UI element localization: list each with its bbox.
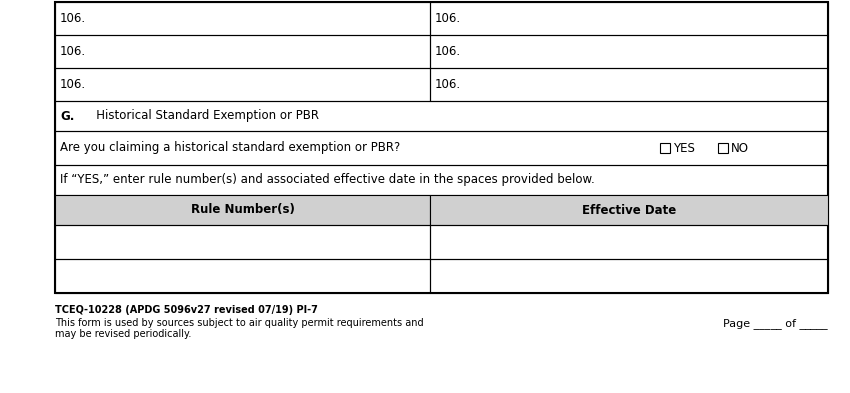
Bar — [55, 35, 430, 68]
Bar — [430, 259, 828, 293]
Bar — [718, 143, 728, 153]
Bar — [55, 259, 430, 293]
Text: Effective Date: Effective Date — [582, 204, 676, 217]
Text: TCEQ-10228 (APDG 5096v27 revised 07/19) PI-7: TCEQ-10228 (APDG 5096v27 revised 07/19) … — [55, 305, 318, 315]
Bar — [660, 143, 670, 153]
Bar — [55, 225, 430, 259]
Text: 106.: 106. — [60, 78, 86, 91]
Bar — [55, 2, 430, 35]
Text: YES: YES — [673, 141, 694, 154]
Text: Historical Standard Exemption or PBR: Historical Standard Exemption or PBR — [85, 110, 319, 123]
Text: 106.: 106. — [60, 45, 86, 58]
Bar — [55, 101, 828, 131]
Bar — [430, 195, 828, 225]
Bar — [55, 131, 828, 165]
Text: Are you claiming a historical standard exemption or PBR?: Are you claiming a historical standard e… — [60, 141, 400, 154]
Bar — [55, 68, 430, 101]
Text: 106.: 106. — [435, 78, 461, 91]
Text: Page _____ of _____: Page _____ of _____ — [723, 318, 828, 329]
Bar — [430, 35, 828, 68]
Bar — [55, 165, 828, 195]
Text: may be revised periodically.: may be revised periodically. — [55, 329, 191, 339]
Text: G.: G. — [60, 110, 75, 123]
Text: 106.: 106. — [60, 12, 86, 25]
Bar — [430, 225, 828, 259]
Bar — [430, 2, 828, 35]
Text: If “YES,” enter rule number(s) and associated effective date in the spaces provi: If “YES,” enter rule number(s) and assoc… — [60, 173, 595, 187]
Text: Rule Number(s): Rule Number(s) — [190, 204, 294, 217]
Text: 106.: 106. — [435, 45, 461, 58]
Text: This form is used by sources subject to air quality permit requirements and: This form is used by sources subject to … — [55, 318, 423, 328]
Bar — [55, 195, 430, 225]
Text: NO: NO — [731, 141, 749, 154]
Text: 106.: 106. — [435, 12, 461, 25]
Bar — [430, 68, 828, 101]
Bar — [55, 2, 828, 293]
